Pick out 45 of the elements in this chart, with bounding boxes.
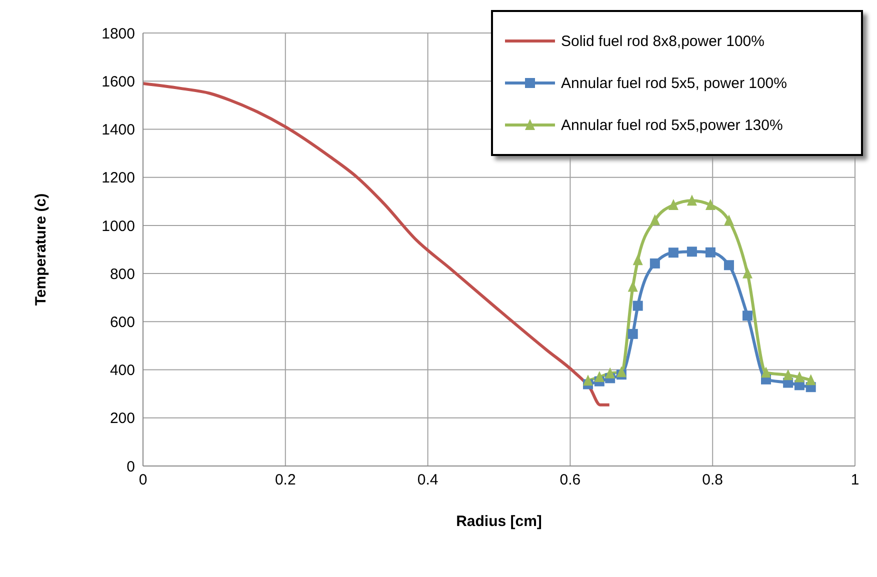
point [783, 369, 794, 380]
x-axis-title: Radius [cm] [456, 513, 542, 530]
x-tick-label: 1 [850, 472, 860, 489]
y-tick-label: 1600 [102, 73, 135, 90]
point [705, 247, 716, 258]
legend-label: Annular fuel rod 5x5,power 130% [561, 116, 783, 134]
point [686, 194, 697, 206]
point [724, 214, 734, 226]
x-tick-label: 0 [138, 472, 148, 489]
y-axis-title: Temperature (c) [32, 193, 50, 306]
y-tick-label: 600 [110, 314, 135, 331]
x-tick-label: 0.8 [702, 472, 724, 489]
point [628, 280, 638, 292]
point [742, 267, 752, 278]
point [668, 248, 678, 258]
y-tick-label: 0 [126, 458, 135, 476]
point [794, 371, 804, 382]
legend-label: Solid fuel rod 8x8,power 100% [561, 32, 764, 50]
y-tick-label: 1800 [102, 25, 135, 42]
point [628, 328, 638, 339]
point [583, 374, 593, 386]
y-tick-label: 200 [110, 410, 135, 428]
point [761, 366, 771, 378]
x-tick-label: 0.2 [274, 472, 296, 489]
point [742, 310, 752, 321]
y-tick-label: 1400 [102, 122, 135, 139]
point [724, 260, 734, 270]
point [686, 246, 697, 257]
point [632, 300, 643, 311]
point [616, 366, 626, 378]
point [632, 254, 643, 266]
point [594, 370, 604, 382]
point [605, 367, 616, 378]
point [705, 198, 716, 210]
y-tick-label: 1200 [102, 170, 135, 187]
x-tick-label: 0.6 [560, 472, 581, 489]
point [806, 374, 816, 386]
y-tick-label: 1000 [102, 218, 135, 235]
legend-label: Annular fuel rod 5x5, power 100% [561, 74, 787, 92]
point [668, 198, 678, 210]
point [650, 258, 660, 268]
point [650, 214, 660, 226]
y-tick-label: 400 [110, 362, 135, 380]
x-tick-label: 0.4 [417, 472, 438, 489]
y-tick-label: 800 [110, 266, 135, 283]
